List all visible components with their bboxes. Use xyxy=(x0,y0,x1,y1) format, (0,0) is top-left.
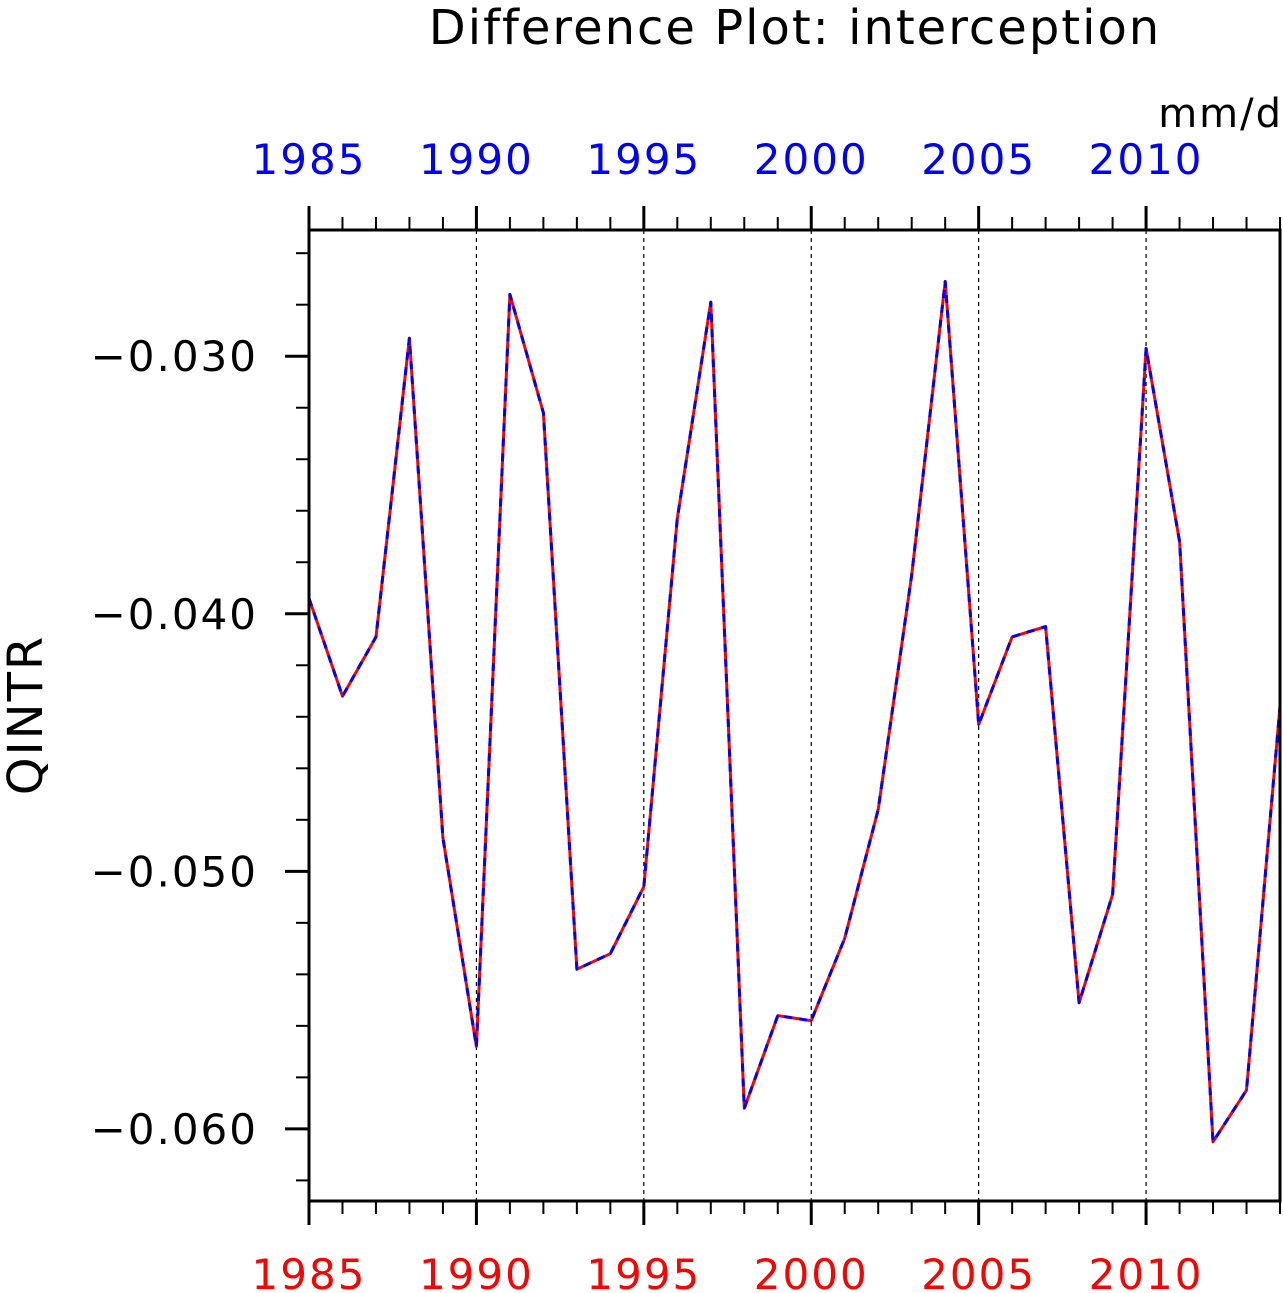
chart-title: Difference Plot: interception xyxy=(429,0,1161,56)
data-point-1-2012 xyxy=(1212,1140,1214,1143)
data-point-1-1986 xyxy=(341,695,344,697)
series-line-0 xyxy=(307,280,1282,1144)
data-point-1-2004 xyxy=(944,280,946,283)
y-tick-label-2: −0.050 xyxy=(91,847,258,896)
y-tick-label-1: −0.040 xyxy=(91,590,258,639)
vertical-gridlines xyxy=(475,230,1147,1201)
data-point-1-1994 xyxy=(609,952,612,955)
top-x-tick-label-1985: 1985 xyxy=(252,135,367,184)
bottom-x-tick-label-1990: 1990 xyxy=(419,1250,534,1293)
data-point-1-2006 xyxy=(1011,636,1013,638)
data-point-1-1991 xyxy=(509,293,511,296)
top-x-tick-label-2010: 2010 xyxy=(1089,135,1204,184)
data-point-1-2002 xyxy=(877,808,880,811)
data-point-1-1993 xyxy=(576,968,578,970)
data-point-1-1997 xyxy=(709,301,712,303)
data-point-1-1990 xyxy=(475,1045,478,1048)
top-x-tick-label-2000: 2000 xyxy=(754,135,869,184)
data-point-1-2009 xyxy=(1111,893,1114,896)
data-point-1-2001 xyxy=(843,937,846,940)
data-point-1-1999 xyxy=(776,1014,779,1017)
series-line-1 xyxy=(307,280,1282,1144)
data-point-1-1987 xyxy=(375,636,377,638)
data-point-1-2008 xyxy=(1078,1001,1080,1004)
top-x-tick-label-2005: 2005 xyxy=(921,135,1036,184)
data-point-1-1989 xyxy=(442,837,444,839)
data-point-1-1992 xyxy=(542,412,545,414)
data-point-1-1996 xyxy=(676,517,679,520)
data-point-1-2000 xyxy=(810,1019,813,1022)
data-point-1-2010 xyxy=(1145,347,1147,350)
data-point-1-2013 xyxy=(1245,1089,1248,1092)
bottom-x-tick-label-1995: 1995 xyxy=(586,1250,701,1293)
units-label: mm/d xyxy=(1158,91,1283,137)
data-point-1-1988 xyxy=(408,337,411,339)
top-x-tick-label-1990: 1990 xyxy=(419,135,534,184)
plot-frame xyxy=(307,228,1282,1203)
data-point-1-2003 xyxy=(910,574,913,576)
top-x-tick-label-1995: 1995 xyxy=(586,135,701,184)
data-point-1-2005 xyxy=(977,723,980,726)
axes: 1985 1985 1990 1990 1995 1995 2000 2000 2005 2005… xyxy=(91,135,1281,1293)
y-axis-label: QINTR xyxy=(0,635,54,796)
bottom-x-tick-label-1985: 1985 xyxy=(252,1250,367,1293)
data-point-1-1995 xyxy=(643,885,645,888)
data-point-1-2007 xyxy=(1044,625,1047,628)
y-tick-label-3: −0.060 xyxy=(91,1105,258,1154)
data-point-1-2011 xyxy=(1178,540,1181,543)
y-tick-label-0: −0.030 xyxy=(91,332,258,381)
bottom-x-tick-label-2000: 2000 xyxy=(754,1250,869,1293)
bottom-x-tick-label-2010: 2010 xyxy=(1089,1250,1204,1293)
data-point-1-1998 xyxy=(743,1107,746,1110)
bottom-x-tick-label-2005: 2005 xyxy=(921,1250,1036,1293)
series-layer xyxy=(307,280,1282,1144)
